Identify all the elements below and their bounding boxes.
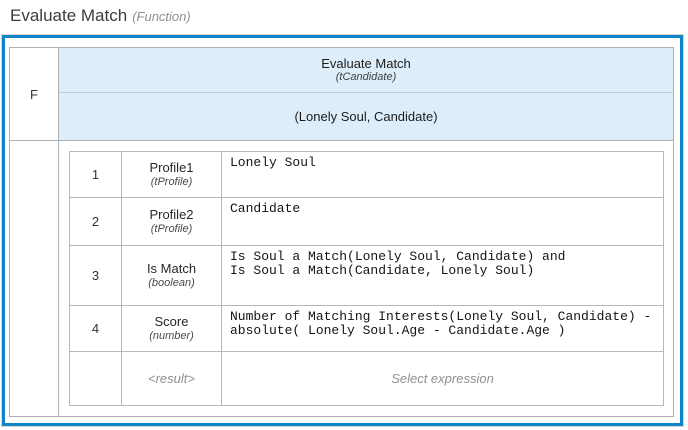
entry-expression-cell[interactable]: Lonely Soul [230, 155, 316, 170]
expression-name-title: Evaluate Match [10, 6, 128, 25]
function-name-header-cell[interactable]: Evaluate Match (tCandidate) [59, 48, 673, 93]
row-number-cell [70, 352, 122, 405]
function-grid: F Evaluate Match (tCandidate) (Lonely So… [9, 47, 674, 417]
entry-name-label: Is Match [146, 261, 197, 276]
result-label-cell[interactable]: <result> [122, 352, 222, 405]
entry-type-label: (tProfile) [150, 223, 193, 235]
entry-expression-cell[interactable]: Candidate [230, 201, 301, 216]
entry-name-label: Profile2 [149, 207, 194, 222]
entry-expression-cell[interactable]: Number of Matching Interests(Lonely Soul… [230, 309, 652, 338]
entry-type-label: (boolean) [148, 277, 195, 289]
entry-type-label: (tProfile) [150, 176, 193, 188]
context-grid: 1 Profile1 (tProfile) Lonely Soul 2 Prof… [69, 151, 664, 406]
result-label: <result> [148, 371, 195, 386]
context-row: 1 Profile1 (tProfile) Lonely Soul [70, 152, 663, 198]
function-body-cell: 1 Profile1 (tProfile) Lonely Soul 2 Prof… [59, 141, 673, 416]
function-type-label: (tCandidate) [335, 71, 397, 83]
row-number-cell[interactable]: 1 [70, 152, 122, 197]
row-number-cell[interactable]: 2 [70, 198, 122, 245]
entry-type-label: (number) [149, 330, 194, 342]
row-gutter-cell [10, 141, 59, 416]
boxed-expression-container: F Evaluate Match (tCandidate) (Lonely So… [2, 35, 683, 426]
entry-expression-cell[interactable]: Is Soul a Match(Lonely Soul, Candidate) … [230, 249, 566, 278]
row-number-cell[interactable]: 3 [70, 246, 122, 305]
function-kind-cell[interactable]: F [10, 48, 59, 141]
result-expression-cell[interactable]: Select expression [391, 370, 494, 386]
entry-name-label: Profile1 [149, 160, 194, 175]
result-row: <result> Select expression [70, 352, 663, 405]
expression-title: Evaluate Match (Function) [10, 6, 191, 26]
function-parameters-cell[interactable]: (Lonely Soul, Candidate) [59, 93, 673, 141]
context-row: 3 Is Match (boolean) Is Soul a Match(Lon… [70, 246, 663, 306]
context-row: 4 Score (number) Number of Matching Inte… [70, 306, 663, 352]
row-number-cell[interactable]: 4 [70, 306, 122, 351]
entry-name-label: Score [154, 314, 189, 329]
entry-info-cell[interactable]: Profile1 (tProfile) [122, 152, 222, 197]
entry-info-cell[interactable]: Profile2 (tProfile) [122, 198, 222, 245]
entry-info-cell[interactable]: Is Match (boolean) [122, 246, 222, 305]
context-row: 2 Profile2 (tProfile) Candidate [70, 198, 663, 246]
entry-info-cell[interactable]: Score (number) [122, 306, 222, 351]
function-name-label: Evaluate Match [321, 56, 411, 71]
expression-kind-label: (Function) [132, 9, 191, 24]
